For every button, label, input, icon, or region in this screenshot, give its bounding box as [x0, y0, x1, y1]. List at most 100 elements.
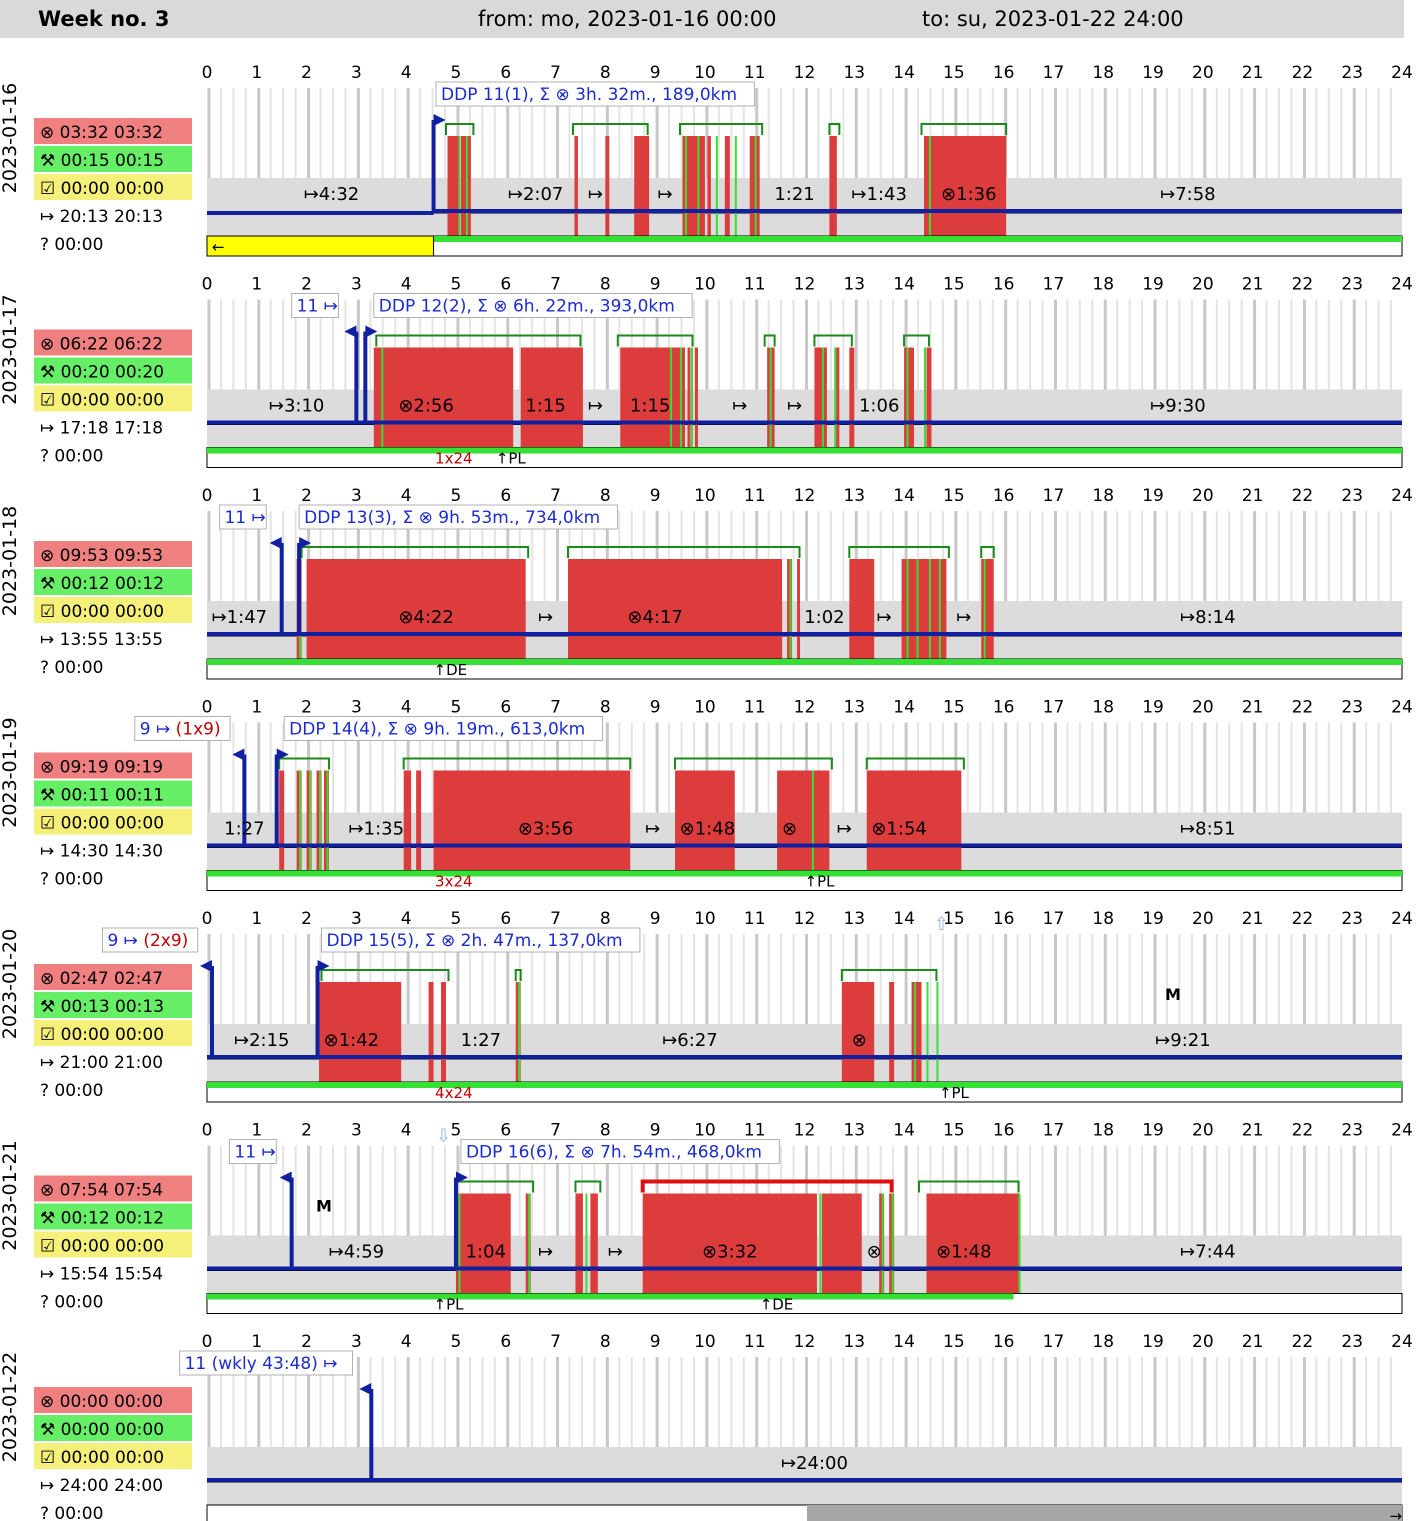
- hour-tick-label: 20: [1192, 275, 1214, 295]
- drive-total: ⊗ 03:32 03:32: [40, 123, 163, 143]
- work-mark: [309, 770, 312, 891]
- segment-duration-label: ⊗1:48: [680, 819, 736, 840]
- work-total-box: [34, 1203, 192, 1230]
- segment-duration-label: ⊗1:36: [941, 184, 997, 205]
- segment-duration-label: ↦24:00: [781, 1453, 848, 1474]
- hour-tick-label: 11: [744, 909, 766, 929]
- driving-block: [575, 1193, 583, 1314]
- duty-bracket: [375, 334, 582, 347]
- hour-tick-label: 16: [993, 486, 1015, 506]
- work-mark: [881, 1193, 884, 1314]
- duty-bracket: [763, 334, 776, 347]
- driving-block: [694, 347, 698, 468]
- segment-duration-label: 1:02: [804, 607, 844, 628]
- activity-green-bar: [207, 870, 1402, 877]
- hour-tick-label: 9: [650, 63, 661, 83]
- segment-duration-label: ↦: [732, 396, 747, 417]
- callout-box: [435, 81, 755, 107]
- segment-duration-label: ↦9:21: [1155, 1030, 1211, 1051]
- segment-duration-label: 1:15: [525, 396, 565, 417]
- shift-arrow-head: [317, 960, 330, 972]
- duty-bracket: [300, 546, 530, 558]
- segment-duration-label: ↦: [956, 607, 971, 628]
- hour-tick-label: 8: [600, 909, 611, 929]
- driving-block: [829, 136, 837, 256]
- hour-tick-label: 9: [650, 1121, 661, 1141]
- work-total: ⚒ 00:13 00:13: [40, 997, 164, 1017]
- work-total: ⚒ 00:12 00:12: [40, 574, 164, 594]
- work-mark: [906, 559, 909, 679]
- shift-arrow-head: [433, 114, 446, 126]
- shift-arrow-head: [279, 1171, 292, 1184]
- hour-tick-label: 18: [1092, 1332, 1114, 1352]
- hour-tick-label: 4: [401, 63, 412, 83]
- hour-tick-label: 24: [1391, 63, 1413, 83]
- date-range-to: to: su, 2023-01-22 24:00: [922, 7, 1184, 31]
- unknown-total: ? 00:00: [40, 1293, 103, 1313]
- violation-bracket: [640, 1179, 894, 1193]
- hour-tick-label: 5: [451, 486, 462, 506]
- segment-duration-label: ⊗3:56: [518, 819, 574, 840]
- hour-tick-label: 16: [993, 909, 1015, 929]
- drive-total-box: [34, 1387, 192, 1413]
- hour-tick-label: 4: [401, 486, 412, 506]
- hour-tick-label: 19: [1142, 1332, 1164, 1352]
- hour-tick-label: 20: [1192, 63, 1214, 83]
- hour-tick-label: 23: [1341, 486, 1363, 506]
- hour-tick-label: 18: [1092, 909, 1114, 929]
- hour-tick-label: 13: [843, 1121, 865, 1141]
- work-mark: [680, 347, 683, 468]
- work-mark: [319, 770, 322, 891]
- hour-tick-label: 13: [843, 63, 865, 83]
- shift-arrow-head: [344, 325, 357, 338]
- work-mark: [458, 136, 461, 256]
- hour-tick-label: 22: [1292, 698, 1314, 718]
- day-row-2023-01-16: 2023-01-160 1 2 3 4 5 6 7 8 9 10 11 12 13 14 15 16 17 18 19…: [0, 63, 1413, 257]
- segment-duration-label: ⊗: [782, 819, 797, 840]
- hour-tick-label: 20: [1192, 1332, 1214, 1352]
- callout-box: [218, 504, 267, 530]
- hour-tick-label: 21: [1242, 275, 1264, 295]
- segment-duration-label: ↦1:47: [212, 607, 268, 628]
- work-mark: [906, 347, 909, 468]
- availability-total-box: [34, 597, 192, 623]
- hour-tick-label: 17: [1043, 698, 1065, 718]
- day-date-label: 2023-01-22: [0, 1352, 21, 1462]
- segment-duration-label: ⊗1:42: [324, 1030, 380, 1051]
- rest-total: ↦ 17:18 17:18: [40, 419, 163, 439]
- segment-duration-label: ↦: [645, 819, 660, 840]
- hour-tick-label: 13: [843, 486, 865, 506]
- work-total-box: [34, 146, 192, 172]
- hour-tick-label: 9: [650, 1332, 661, 1352]
- bottom-marker: ←: [212, 238, 225, 256]
- hour-tick-label: 12: [794, 486, 816, 506]
- activity-green-bar: [207, 659, 1402, 665]
- hour-tick-label: 10: [694, 698, 716, 718]
- work-mark: [936, 982, 939, 1102]
- driving-block: [574, 136, 578, 256]
- availability-total: ☑ 00:00 00:00: [40, 1025, 164, 1045]
- hour-tick-label: 0: [202, 1332, 213, 1352]
- segment-duration-label: 1:04: [466, 1242, 506, 1263]
- day-date-label: 2023-01-17: [0, 294, 21, 404]
- hour-tick-label: 2: [301, 1121, 312, 1141]
- hour-tick-label: 15: [943, 486, 965, 506]
- hour-tick-label: 12: [794, 63, 816, 83]
- segment-duration-label: ⊗4:17: [627, 607, 683, 628]
- callout-box: [321, 927, 641, 953]
- hour-tick-label: 19: [1142, 486, 1164, 506]
- work-total-box: [34, 357, 192, 384]
- work-total: ⚒ 00:20 00:20: [40, 363, 164, 383]
- hour-tick-label: 0: [202, 275, 213, 295]
- rest-total: ↦ 14:30 14:30: [40, 842, 163, 862]
- hour-tick-label: 6: [500, 1121, 511, 1141]
- work-mark: [381, 347, 384, 468]
- position-marker: ⇩: [436, 1126, 451, 1147]
- availability-total: ☑ 00:00 00:00: [40, 1237, 164, 1257]
- rest-callout: 11 ↦: [224, 508, 265, 528]
- hour-tick-label: 9: [650, 275, 661, 295]
- hour-tick-label: 24: [1391, 1121, 1413, 1141]
- day-date-label: 2023-01-16: [0, 83, 21, 193]
- hour-tick-label: 7: [550, 909, 561, 929]
- work-mark: [518, 982, 521, 1102]
